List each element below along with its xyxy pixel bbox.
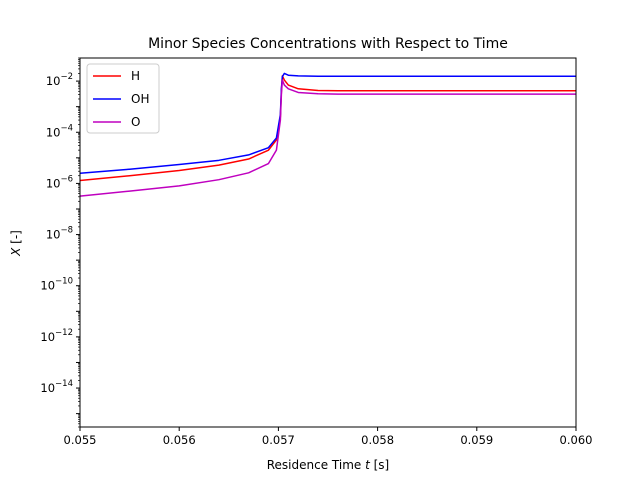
chart-title: Minor Species Concentrations with Respec… (148, 36, 508, 52)
x-axis-label: Residence Time t [s] (267, 458, 390, 472)
x-tick-label: 0.055 (64, 433, 97, 447)
x-tick-label: 0.057 (262, 433, 295, 447)
legend-label-oh: OH (131, 92, 149, 106)
y-axis: 10−14 10−12 10−10 10−8 10−6 10−4 10−2 (40, 57, 80, 428)
legend: H OH O (86, 63, 160, 134)
series-line-o (79, 79, 576, 197)
x-tick-label: 0.058 (361, 433, 394, 447)
y-tick-label: 10−12 (40, 328, 73, 344)
y-tick-label: 10−4 (46, 123, 73, 139)
y-tick-label: 10−6 (46, 174, 73, 190)
y-tick-label: 10−2 (46, 72, 73, 88)
legend-label-o: O (131, 115, 140, 129)
legend-box (86, 63, 160, 134)
x-tick-label: 0.060 (560, 433, 593, 447)
x-tick-label: 0.059 (460, 433, 493, 447)
y-axis-label: X [-] (9, 230, 23, 257)
x-axis: 0.055 0.056 0.057 0.058 0.059 0.060 (64, 427, 593, 447)
y-tick-label: 10−14 (40, 379, 73, 395)
y-tick-label: 10−8 (46, 226, 73, 242)
x-tick-label: 0.056 (163, 433, 196, 447)
plot-area (79, 72, 576, 197)
legend-label-h: H (131, 69, 140, 83)
y-tick-label: 10−10 (40, 277, 73, 293)
